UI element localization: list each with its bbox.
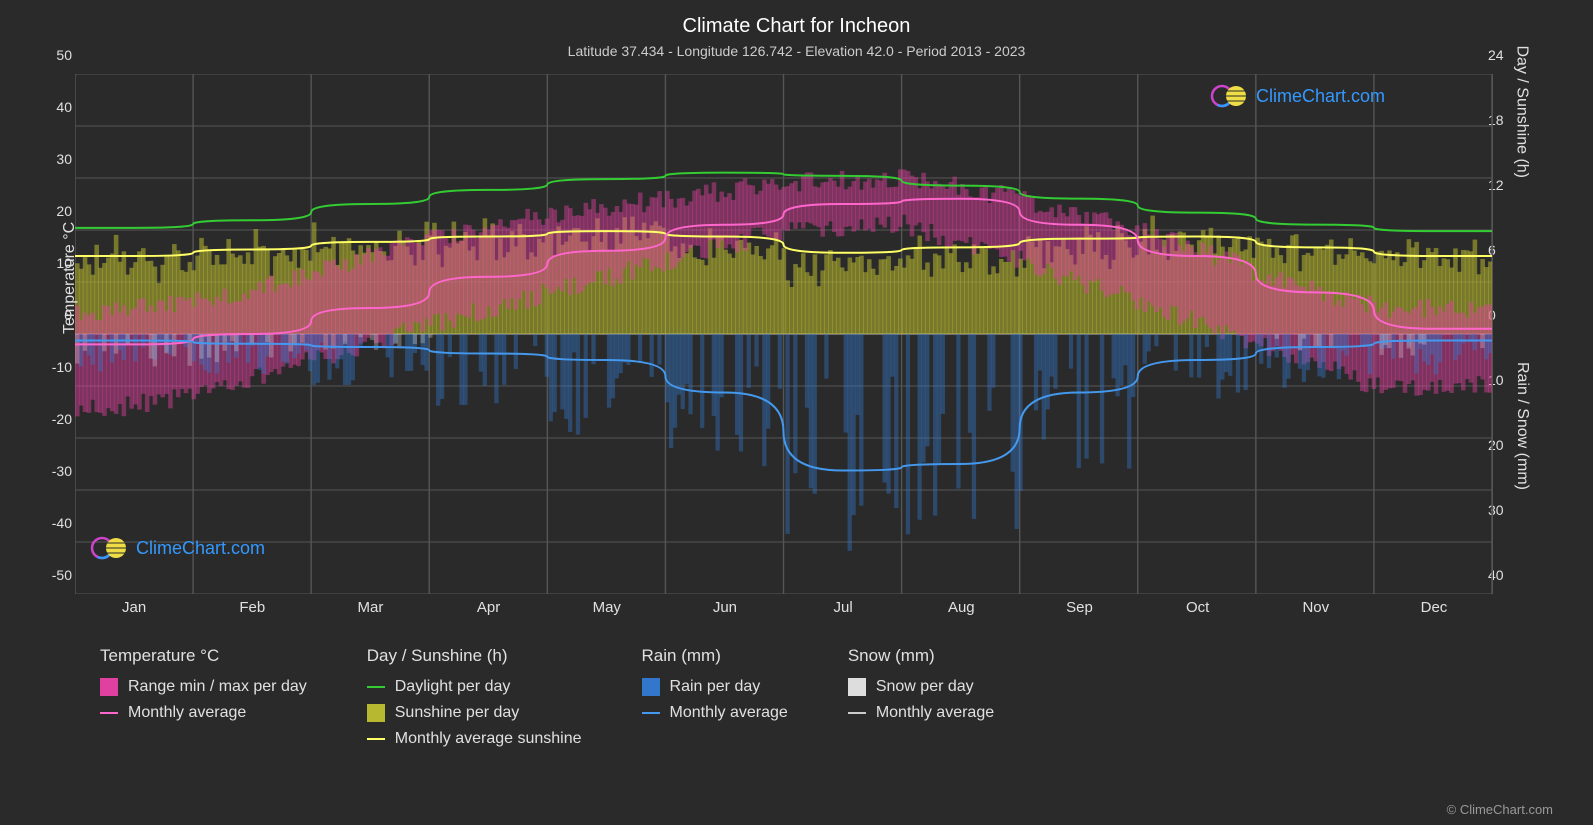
y-left-tick-label: 40 (42, 99, 72, 115)
legend-item-label: Monthly average (128, 704, 246, 722)
y-left-tick-label: -30 (42, 463, 72, 479)
watermark-text: ClimeChart.com (136, 538, 265, 559)
legend-item-label: Sunshine per day (395, 704, 520, 722)
y-left-tick-label: -40 (42, 515, 72, 531)
x-month-label: Dec (1375, 599, 1493, 616)
legend-group: Rain (mm) Rain per day Monthly average (642, 646, 788, 748)
legend-item: Rain per day (642, 678, 788, 696)
y-left-tick-label: 20 (42, 203, 72, 219)
watermark-logo-icon (90, 535, 130, 561)
legend-item-label: Range min / max per day (128, 678, 307, 696)
x-axis-labels: JanFebMarAprMayJunJulAugSepOctNovDec (75, 599, 1493, 616)
legend-group-title: Rain (mm) (642, 646, 788, 666)
y-left-tick-label: 50 (42, 47, 72, 63)
x-month-label: May (548, 599, 666, 616)
chart-subtitle: Latitude 37.434 - Longitude 126.742 - El… (40, 43, 1553, 59)
legend-group: Snow (mm) Snow per day Monthly average (848, 646, 994, 748)
x-month-label: Jun (666, 599, 784, 616)
chart-container: Climate Chart for Incheon Latitude 37.43… (0, 0, 1593, 825)
x-month-label: Mar (311, 599, 429, 616)
legend-item-label: Daylight per day (395, 678, 511, 696)
legend: Temperature °C Range min / max per day Mon… (100, 646, 1553, 748)
x-month-label: Aug (902, 599, 1020, 616)
y-right-top-axis-title: Day / Sunshine (h) (1513, 45, 1531, 178)
x-month-label: Sep (1020, 599, 1138, 616)
y-left-tick-label: -50 (42, 567, 72, 583)
y-left-axis-title: Temperature °C (61, 222, 79, 334)
legend-swatch (642, 712, 660, 714)
watermark: ClimeChart.com (1210, 83, 1385, 109)
legend-swatch (367, 738, 385, 740)
legend-group: Day / Sunshine (h) Daylight per day Sunshi… (367, 646, 582, 748)
watermark: ClimeChart.com (90, 535, 265, 561)
watermark-logo-icon (1210, 83, 1250, 109)
legend-swatch (367, 704, 385, 722)
legend-swatch (848, 678, 866, 696)
legend-item: Monthly average (100, 704, 307, 722)
legend-item: Monthly average (642, 704, 788, 722)
legend-item: Snow per day (848, 678, 994, 696)
legend-swatch (642, 678, 660, 696)
legend-item: Monthly average sunshine (367, 730, 582, 748)
plot-area: Temperature °C Day / Sunshine (h) Rain /… (75, 74, 1493, 594)
x-month-label: Apr (430, 599, 548, 616)
legend-item-label: Monthly average (876, 704, 994, 722)
x-month-label: Jan (75, 599, 193, 616)
x-month-label: Nov (1257, 599, 1375, 616)
legend-swatch (100, 712, 118, 714)
legend-item-label: Rain per day (670, 678, 761, 696)
legend-item: Range min / max per day (100, 678, 307, 696)
legend-item-label: Monthly average (670, 704, 788, 722)
y-right-bottom-axis-title: Rain / Snow (mm) (1513, 362, 1531, 490)
watermark-text: ClimeChart.com (1256, 86, 1385, 107)
legend-item: Monthly average (848, 704, 994, 722)
y-left-tick-label: 30 (42, 151, 72, 167)
chart-title: Climate Chart for Incheon (40, 15, 1553, 38)
legend-item-label: Monthly average sunshine (395, 730, 582, 748)
x-month-label: Feb (193, 599, 311, 616)
y-left-tick-label: -10 (42, 359, 72, 375)
legend-item-label: Snow per day (876, 678, 974, 696)
legend-group-title: Day / Sunshine (h) (367, 646, 582, 666)
y-left-tick-label: -20 (42, 411, 72, 427)
legend-swatch (367, 686, 385, 688)
plot-svg (75, 74, 1492, 594)
x-month-label: Jul (784, 599, 902, 616)
x-month-label: Oct (1139, 599, 1257, 616)
legend-group-title: Temperature °C (100, 646, 307, 666)
legend-group: Temperature °C Range min / max per day Mon… (100, 646, 307, 748)
legend-swatch (848, 712, 866, 714)
legend-item: Sunshine per day (367, 704, 582, 722)
copyright-text: © ClimeChart.com (1447, 802, 1553, 817)
legend-item: Daylight per day (367, 678, 582, 696)
legend-swatch (100, 678, 118, 696)
legend-group-title: Snow (mm) (848, 646, 994, 666)
